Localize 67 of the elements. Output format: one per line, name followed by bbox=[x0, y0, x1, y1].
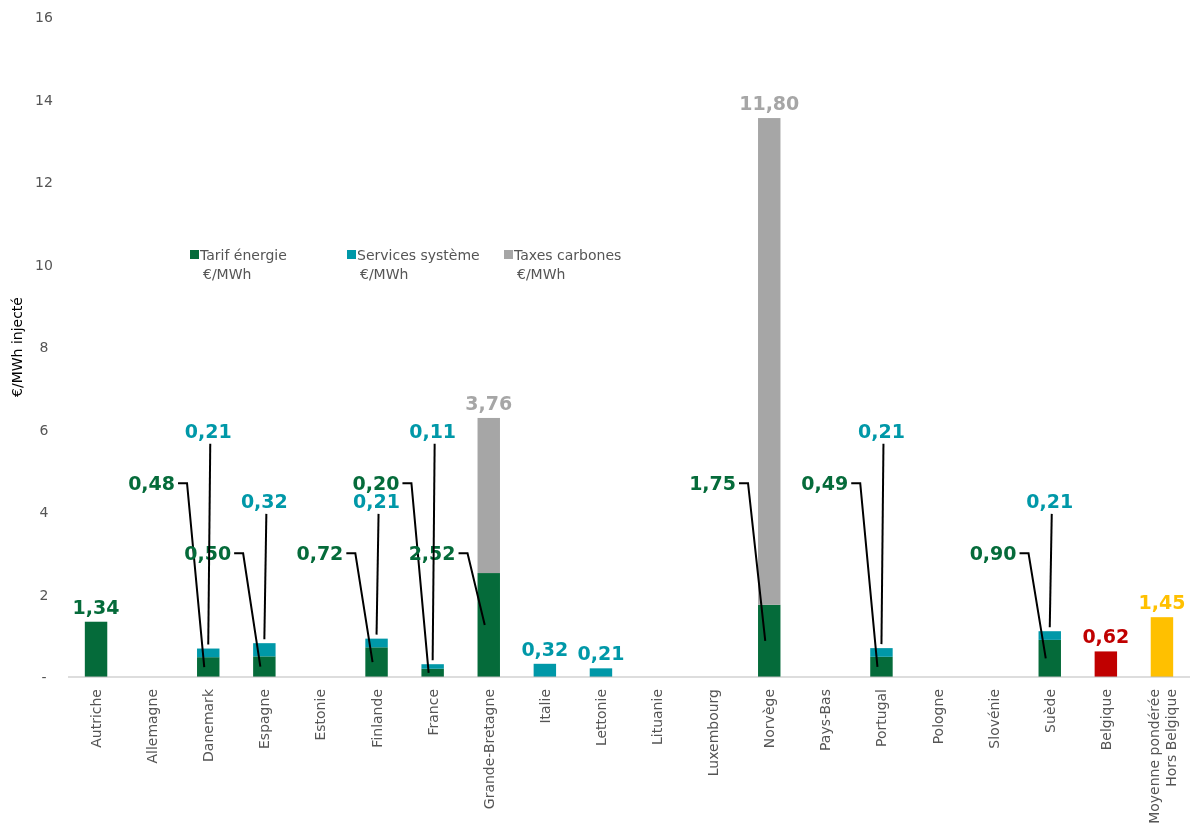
legend-label: Taxes carbones €/MWh bbox=[513, 247, 622, 282]
y-tick-label: 14 bbox=[35, 91, 53, 108]
y-tick-label: 8 bbox=[39, 339, 49, 355]
y-tick-label: 12 bbox=[35, 174, 53, 190]
x-tick-label: Luxembourg bbox=[705, 689, 722, 777]
data-label: 0,62 bbox=[1082, 625, 1130, 648]
x-tick-label: Finlande bbox=[368, 689, 385, 748]
bar bbox=[870, 648, 893, 657]
data-label: 0,49 bbox=[801, 472, 849, 495]
bar bbox=[758, 604, 781, 677]
x-tick-label: Autriche bbox=[88, 689, 105, 748]
bar bbox=[197, 657, 220, 677]
y-tick-label: 10 bbox=[35, 256, 53, 273]
bar bbox=[1150, 617, 1174, 677]
data-label: 1,45 bbox=[1138, 591, 1186, 614]
data-label: 0,21 bbox=[577, 642, 625, 665]
x-tick-label: Norvège bbox=[761, 689, 778, 749]
bar bbox=[1094, 651, 1118, 677]
x-tick-label: Pologne bbox=[929, 689, 946, 745]
y-tick-label: - bbox=[41, 669, 47, 685]
y-tick-label: 4 bbox=[39, 504, 49, 520]
data-label: 1,75 bbox=[689, 472, 737, 495]
bar bbox=[758, 118, 781, 605]
bar bbox=[1038, 631, 1061, 640]
y-axis-title: €/MWh injecté bbox=[9, 297, 25, 397]
legend-label: Services système €/MWh bbox=[357, 247, 480, 282]
x-tick-label: Grande-Bretagne bbox=[480, 689, 497, 810]
bar bbox=[589, 668, 613, 677]
y-tick-label: 2 bbox=[39, 586, 49, 603]
bar bbox=[421, 664, 444, 669]
data-label: 11,80 bbox=[739, 92, 800, 115]
x-tick-label: Espagne bbox=[256, 689, 273, 749]
bar bbox=[84, 621, 108, 677]
data-label: 0,48 bbox=[128, 472, 176, 495]
data-label: 3,76 bbox=[465, 391, 513, 414]
data-label: 0,90 bbox=[969, 542, 1017, 565]
data-label: 0,11 bbox=[409, 419, 457, 442]
bar bbox=[870, 656, 893, 677]
bar bbox=[365, 647, 388, 677]
bar bbox=[253, 643, 276, 657]
bar bbox=[1038, 639, 1061, 677]
x-tick-label: Pays-Bas bbox=[817, 689, 834, 752]
data-label: 0,72 bbox=[296, 542, 344, 565]
x-tick-label: Lituanie bbox=[649, 689, 666, 746]
x-tick-label: Allemagne bbox=[144, 689, 161, 764]
x-tick-label: France bbox=[424, 689, 441, 736]
x-tick-label: Lettonie bbox=[592, 689, 609, 747]
x-tick-label: Danemark bbox=[200, 688, 217, 762]
x-tick-label: Italie bbox=[536, 689, 553, 724]
data-label: 0,32 bbox=[521, 637, 569, 660]
data-label: 1,34 bbox=[72, 595, 120, 618]
x-tick-label: Slovénie bbox=[985, 689, 1002, 749]
bar bbox=[477, 417, 500, 574]
y-tick-label: 16 bbox=[35, 9, 53, 25]
bar bbox=[477, 573, 500, 677]
data-label: 0,21 bbox=[1026, 489, 1074, 512]
x-tick-label: Portugal bbox=[873, 689, 890, 747]
x-tick-label: Estonie bbox=[312, 689, 329, 741]
x-tick-label: Suède bbox=[1041, 689, 1058, 733]
legend-label: Tarif énergie €/MWh bbox=[199, 247, 287, 282]
data-label: 0,32 bbox=[240, 489, 288, 512]
x-tick-label: Moyenne pondérée Hors Belgique bbox=[1145, 689, 1179, 824]
x-tick-label: Belgique bbox=[1097, 689, 1114, 751]
y-tick-label: 6 bbox=[39, 421, 49, 438]
bar bbox=[253, 656, 276, 677]
data-label: 0,21 bbox=[858, 419, 905, 442]
data-label: 0,21 bbox=[184, 419, 232, 442]
